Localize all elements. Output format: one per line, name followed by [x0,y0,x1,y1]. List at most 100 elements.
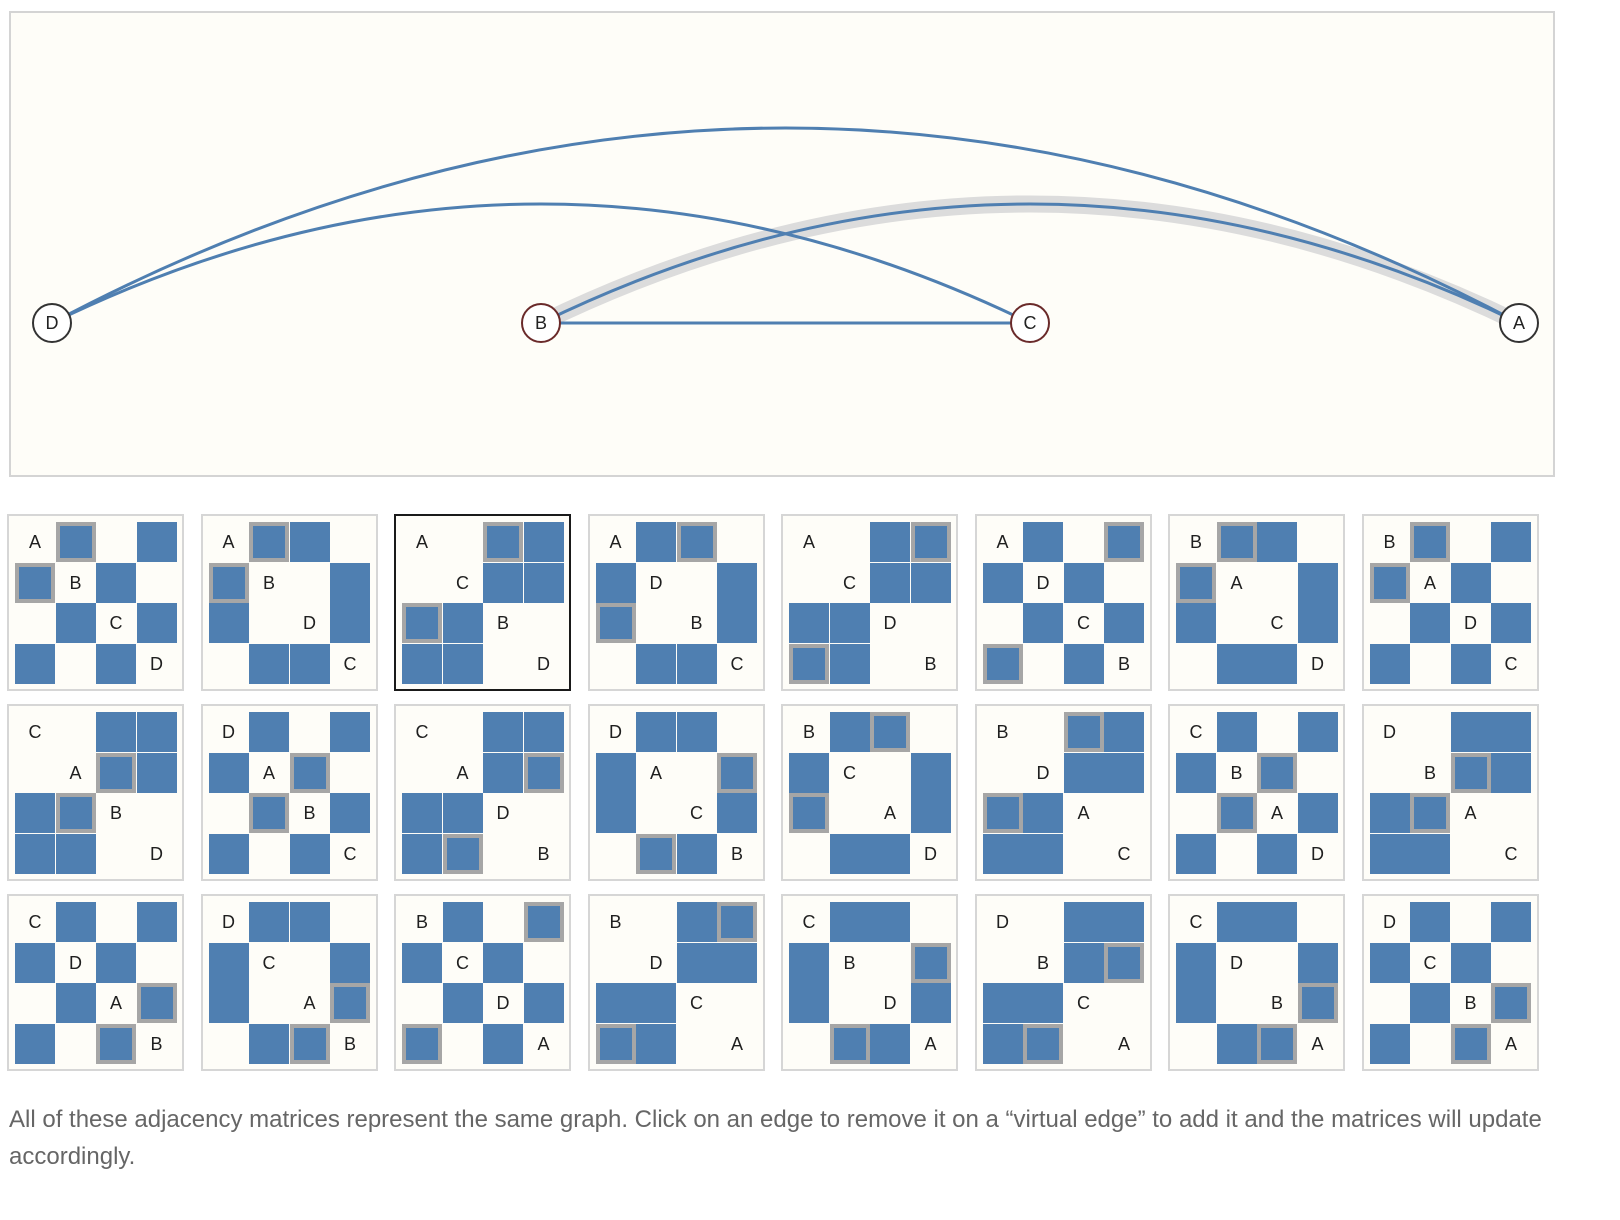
highlighted-edge-cell [636,833,676,874]
adjacency-matrix[interactable]: D B A C [1361,704,1539,881]
adjacency-matrix[interactable]: D A C B [587,704,765,881]
matrix-node-label: C [1117,843,1131,864]
matrix-node-label: C [1189,912,1203,932]
adjacency-matrix[interactable]: A B D C [200,514,378,691]
adjacency-matrix[interactable]: C D B A [1168,894,1345,1071]
adjacency-matrix[interactable]: D C B A [1361,894,1539,1071]
matrix-node-label: C [1423,952,1437,973]
highlighted-edge-cell [1491,983,1531,1023]
edge-cell [829,712,870,752]
edge-cell [982,562,1023,603]
matrix-node-label: D [496,803,510,823]
edge-cell [483,942,523,983]
matrix-node-label: B [415,912,428,932]
edge-cell [483,752,523,793]
matrix-node-label: D [924,843,937,864]
adjacency-matrix[interactable]: C A D B [394,704,571,881]
matrix-node-label: A [1464,803,1477,823]
matrix-node-label: B [924,653,937,674]
adjacency-matrix[interactable]: C D A B [7,894,184,1071]
adjacency-matrix[interactable]: B D A C [974,704,1152,881]
edge-cell [676,833,717,874]
matrix-node-label: B [609,912,622,932]
node-D[interactable]: D [32,303,72,343]
matrix-node-label: B [496,613,509,633]
edge-cell [1410,603,1450,643]
highlighted-edge-cell [523,902,564,942]
highlighted-edge-cell [523,752,564,793]
matrix-node-label: D [150,653,163,674]
edge-cell [1176,942,1216,983]
adjacency-matrix[interactable]: A C D B [781,514,958,691]
adjacency-matrix[interactable]: C B A D [1168,704,1345,881]
matrix-node-label: D [1383,722,1396,742]
edge-cell [910,562,951,603]
edge-cell [523,522,564,562]
adjacency-matrix[interactable]: A C B D [394,514,571,691]
matrix-node-label: A [109,993,122,1013]
edge-cell [249,712,289,752]
edge-cell [1297,793,1338,833]
adjacency-matrix[interactable]: B A C D [1168,514,1345,691]
edge-cell [1450,942,1491,983]
adjacency-matrix[interactable]: B A D C [1361,514,1539,691]
matrix-node-label: B [343,1033,356,1054]
adjacency-matrix[interactable]: B C D A [394,894,571,1071]
edge-cell [402,942,442,983]
node-A[interactable]: A [1499,303,1539,343]
matrix-node-label: C [1270,613,1284,633]
highlighted-edge-cell [136,983,177,1023]
matrix-node-label: B [1464,993,1477,1013]
edge-cell [910,793,951,833]
edge-cell [96,562,136,603]
matrix-node-label: A [456,762,469,783]
node-B[interactable]: B [521,303,561,343]
matrix-node-label: C [109,613,123,633]
matrix-node-label: C [456,952,469,973]
matrix-node-label: A [69,762,82,783]
adjacency-matrix[interactable]: A D C B [974,514,1152,691]
edge-cell [136,522,177,562]
edge-cell [208,603,249,643]
adjacency-matrix[interactable]: B C A D [781,704,958,881]
edge-cell [55,833,96,874]
matrix-node-label: B [1036,952,1049,973]
edge-B-A[interactable] [540,202,1520,325]
highlighted-edge-cell [483,522,523,562]
matrix-node-label: B [109,803,122,823]
edge-cell [1369,942,1410,983]
edge-cell [870,1023,910,1064]
highlighted-edge-cell [1257,752,1297,793]
adjacency-matrix[interactable]: A D B C [587,514,765,691]
highlighted-edge-cell [402,603,442,643]
adjacency-matrix[interactable]: A B C D [7,514,184,691]
edge-cell [289,902,330,942]
matrix-node-label: A [303,993,316,1013]
adjacency-matrix[interactable]: C B D A [781,894,958,1071]
edge-cell [982,983,1023,1023]
matrix-node-label: B [150,1033,163,1054]
edge-cell [96,643,136,684]
highlighted-edge-cell [249,522,289,562]
edge-cell [1410,983,1450,1023]
highlighted-edge-cell [330,983,370,1023]
adjacency-matrix[interactable]: C A B D [7,704,184,881]
adjacency-matrix[interactable]: D A B C [200,704,378,881]
edge-D-A[interactable] [51,126,1520,325]
adjacency-matrix[interactable]: B D C A [587,894,765,1071]
adjacency-matrix[interactable]: D B C A [974,894,1152,1071]
matrix-node-label: C [343,843,357,864]
edge-cell [1104,712,1144,752]
matrix-node-label: A [609,532,622,552]
edge-cell [1216,902,1257,942]
edge-cell [15,942,55,983]
adjacency-matrix[interactable]: D C A B [200,894,378,1071]
edge-D-C[interactable] [51,202,1031,325]
highlighted-edge-cell [96,752,136,793]
edge-cell [636,643,676,684]
node-circle [521,303,561,343]
node-C[interactable]: C [1010,303,1050,343]
matrix-node-label: D [496,993,510,1013]
edge-cell [829,643,870,684]
